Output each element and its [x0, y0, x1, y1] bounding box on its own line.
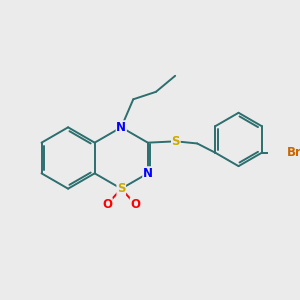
Text: O: O [102, 198, 112, 211]
Text: Br: Br [287, 146, 300, 159]
Text: S: S [172, 135, 180, 148]
Text: O: O [130, 198, 140, 211]
Text: N: N [116, 121, 126, 134]
Text: S: S [117, 182, 125, 195]
Text: N: N [143, 167, 153, 180]
